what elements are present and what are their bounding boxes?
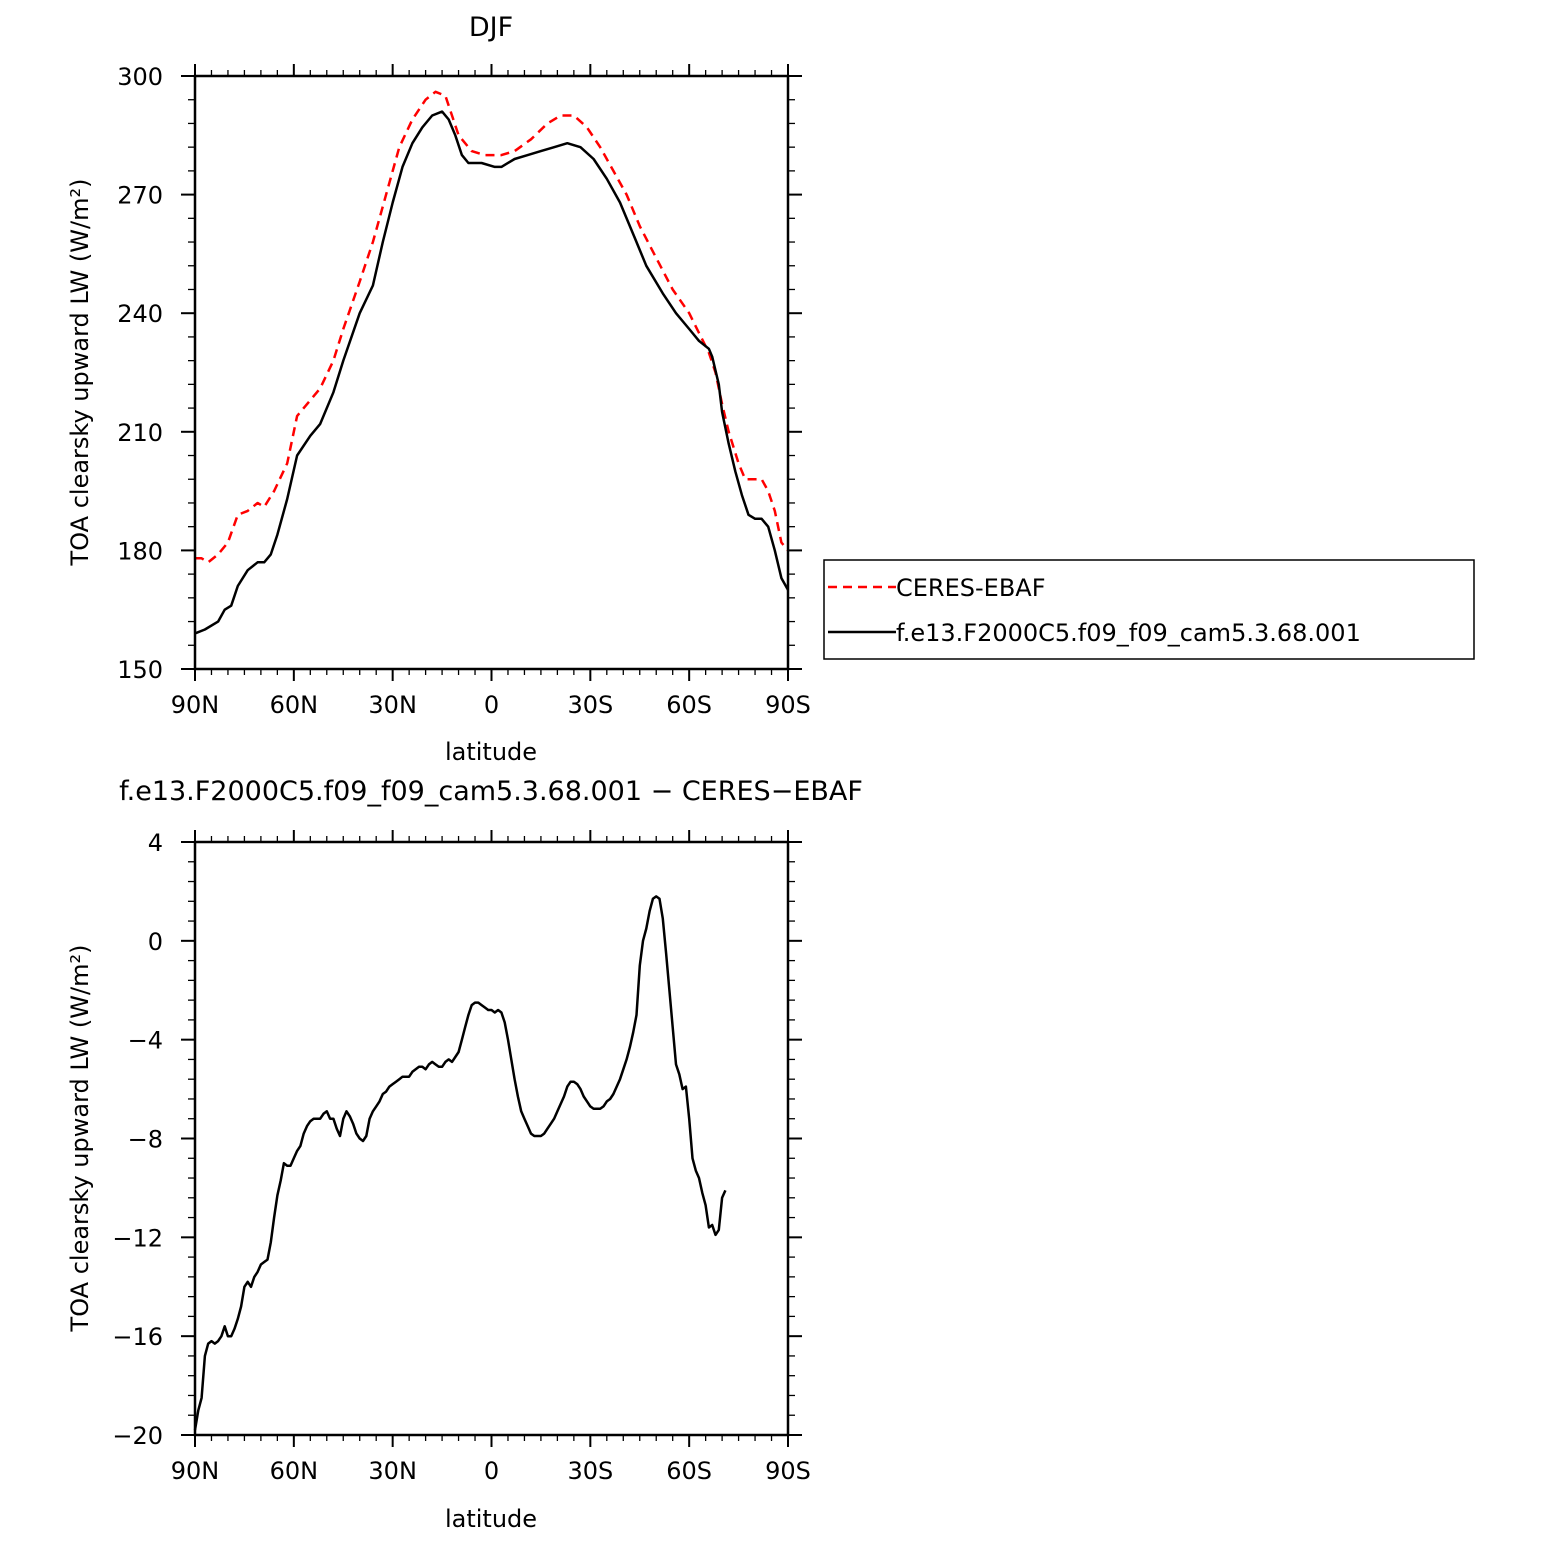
chart_data.0-x-tick-label: 90S	[765, 691, 811, 719]
bottom-panel-series	[193, 895, 727, 1431]
chart_data.0-y-tick-label: 150	[117, 656, 163, 684]
chart_data.1-series-line-0	[193, 895, 727, 1431]
chart_data.1-x-tick-label: 0	[484, 1457, 499, 1485]
bottom-panel-ticks: 90N 60N 30N 0 30S 60S 90S −20 −16 −12 −8 −4 0 4	[112, 829, 811, 1485]
top-panel-title: DJF	[469, 12, 513, 43]
chart_data.0-series-line-1	[194, 110, 790, 635]
chart_data.0-x-tick-label: 60N	[270, 691, 319, 719]
chart_data.0-y-tick-label: 240	[117, 300, 163, 328]
chart_data.1-y-tick-label: −16	[112, 1323, 163, 1351]
chart_data.0-x-tick-label: 30N	[368, 691, 417, 719]
chart_data.0-y-tick-label: 300	[117, 63, 163, 91]
top-panel: DJF latitude TOA clearsky upward LW (W/m…	[66, 12, 811, 766]
chart_data.0-x-tick-label: 0	[484, 691, 499, 719]
chart_data.1-x-tick-label: 60N	[270, 1457, 319, 1485]
chart_data.1-x-tick-label: 90N	[171, 1457, 220, 1485]
chart_data.0-x-tick-label: 60S	[666, 691, 712, 719]
chart_data.1-y-tick-label: −8	[128, 1126, 163, 1154]
chart_data.0-series-line-0	[195, 90, 789, 564]
chart_data.0-x-tick-label: 30S	[567, 691, 613, 719]
bottom-panel: f.e13.F2000C5.f09_f09_cam5.3.68.001 − CE…	[66, 776, 863, 1533]
chart_data.1-x-tick-label: 30S	[567, 1457, 613, 1485]
chart_data.1-y-tick-label: −4	[128, 1027, 163, 1055]
top-panel-series	[194, 90, 790, 635]
chart_data.0-x-tick-label: 90N	[171, 691, 220, 719]
legend-label-model: f.e13.F2000C5.f09_f09_cam5.3.68.001	[896, 619, 1361, 647]
chart_data.1-x-tick-label: 90S	[765, 1457, 811, 1485]
legend-label-ceres-ebaf: CERES-EBAF	[896, 574, 1046, 602]
top-panel-ticks: 90N 60N 30N 0 30S 60S 90S 150 180 210 240 270 300	[117, 63, 811, 719]
chart_data.0-y-tick-label: 210	[117, 419, 163, 447]
chart_data.0-y-tick-label: 270	[117, 182, 163, 210]
legend-box	[823, 559, 1475, 660]
chart_data.1-x-tick-label: 60S	[666, 1457, 712, 1485]
chart_data.1-x-tick-label: 30N	[368, 1457, 417, 1485]
top-panel-plot-frame	[193, 74, 790, 671]
bottom-panel-x-axis-label: latitude	[445, 1505, 537, 1533]
chart_data.1-y-tick-label: −20	[112, 1422, 163, 1450]
chart_data.1-y-tick-label: 0	[148, 928, 163, 956]
bottom-panel-title: f.e13.F2000C5.f09_f09_cam5.3.68.001 − CE…	[119, 776, 863, 807]
chart_data.1-y-tick-label: −12	[112, 1224, 163, 1252]
chart_data.0-y-tick-label: 180	[117, 537, 163, 565]
top-panel-y-axis-label: TOA clearsky upward LW (W/m²)	[66, 179, 94, 567]
top-panel-x-axis-label: latitude	[445, 738, 537, 766]
legend: CERES-EBAF f.e13.F2000C5.f09_f09_cam5.3.…	[823, 559, 1475, 660]
bottom-panel-plot-frame	[193, 840, 790, 1437]
chart_data.1-y-tick-label: 4	[148, 829, 163, 857]
bottom-panel-y-axis-label: TOA clearsky upward LW (W/m²)	[66, 945, 94, 1333]
